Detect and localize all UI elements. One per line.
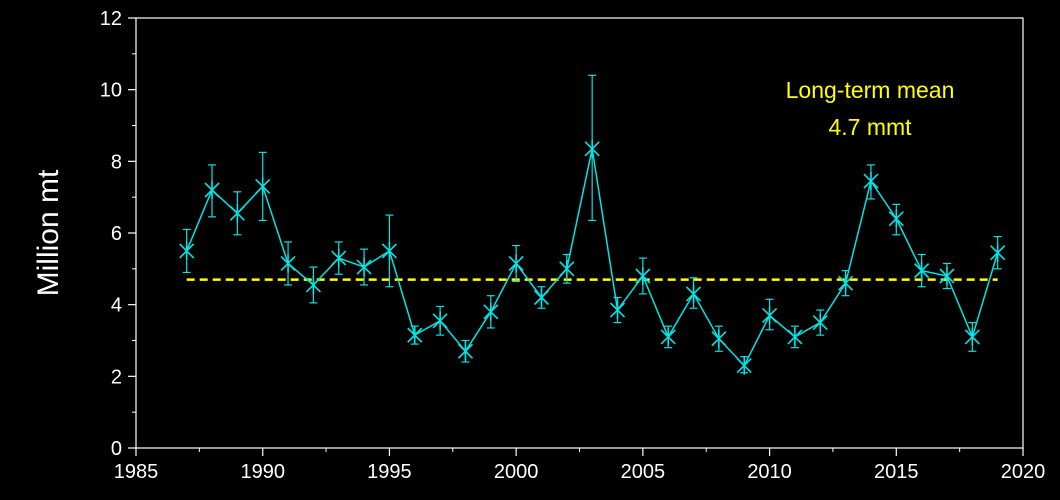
data-point-marker bbox=[407, 326, 423, 345]
x-tick-label: 2000 bbox=[494, 461, 539, 483]
data-point-marker bbox=[838, 274, 854, 293]
data-point-marker bbox=[280, 254, 296, 273]
annotation-line-2: 4.7 mmt bbox=[828, 114, 912, 140]
data-point-marker bbox=[990, 243, 1006, 262]
x-tick-label: 1990 bbox=[240, 461, 285, 483]
data-point-marker bbox=[432, 311, 448, 330]
data-point-marker bbox=[584, 139, 600, 158]
x-tick-label: 2015 bbox=[874, 461, 919, 483]
x-tick-label: 2020 bbox=[1001, 461, 1046, 483]
data-point-marker bbox=[914, 261, 930, 280]
y-tick-label: 12 bbox=[100, 8, 122, 30]
data-point-marker bbox=[660, 327, 676, 346]
data-point-marker bbox=[204, 181, 220, 199]
data-point-marker bbox=[179, 241, 195, 260]
y-axis-label: Million mt bbox=[32, 169, 65, 296]
data-point-marker bbox=[508, 254, 524, 273]
data-point-marker bbox=[635, 267, 651, 285]
data-point-marker bbox=[685, 284, 702, 303]
y-tick-label: 8 bbox=[111, 151, 122, 173]
data-point-marker bbox=[483, 302, 499, 321]
data-point-marker bbox=[381, 241, 397, 260]
y-tick-label: 4 bbox=[111, 295, 122, 317]
data-point-marker bbox=[736, 356, 752, 375]
data-point-marker bbox=[356, 258, 372, 277]
data-point-marker bbox=[255, 177, 271, 196]
x-tick-label: 1985 bbox=[114, 461, 159, 483]
data-point-marker bbox=[812, 313, 828, 332]
data-point-marker bbox=[229, 204, 245, 223]
data-point-marker bbox=[609, 301, 626, 320]
plot-area bbox=[135, 17, 1024, 449]
x-tick-label: 2010 bbox=[747, 461, 792, 483]
data-point-marker bbox=[964, 327, 980, 346]
data-point-marker bbox=[457, 342, 474, 361]
data-point-marker bbox=[711, 329, 727, 348]
data-point-marker bbox=[533, 288, 550, 307]
x-tick-label: 2005 bbox=[621, 461, 666, 483]
data-point-marker bbox=[863, 172, 879, 191]
annotation-line-1: Long-term mean bbox=[786, 77, 955, 103]
y-tick-label: 10 bbox=[100, 80, 122, 102]
data-point-marker bbox=[559, 259, 575, 278]
y-tick-label: 6 bbox=[111, 223, 122, 245]
data-point-marker bbox=[787, 327, 803, 346]
data-point-marker bbox=[888, 209, 904, 228]
data-point-marker bbox=[331, 249, 347, 268]
data-point-marker bbox=[939, 267, 955, 285]
y-tick-label: 2 bbox=[111, 366, 122, 388]
x-tick-label: 1995 bbox=[367, 461, 412, 483]
y-tick-label: 0 bbox=[111, 438, 122, 460]
data-point-marker bbox=[305, 275, 321, 294]
data-point-marker bbox=[762, 306, 778, 325]
